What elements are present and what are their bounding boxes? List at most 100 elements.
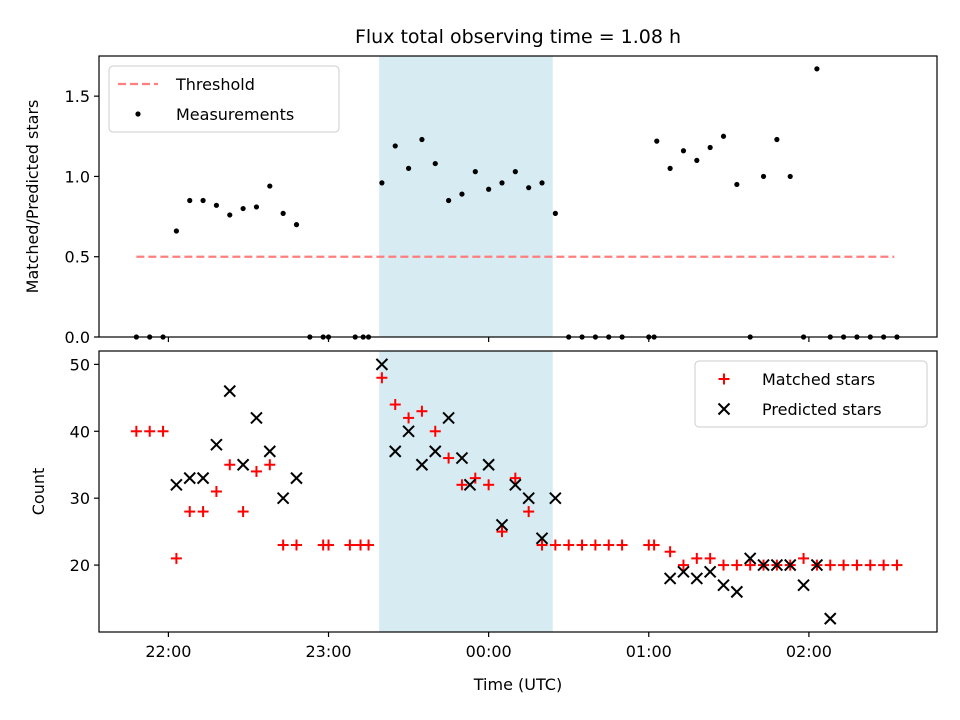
- x-b: [429, 445, 442, 458]
- data-point: [731, 559, 743, 571]
- data-point: [563, 539, 575, 551]
- data-point: [170, 478, 183, 492]
- data-point: [280, 210, 286, 216]
- x-b: [535, 532, 549, 545]
- data-point: [784, 558, 797, 572]
- x-b: [290, 471, 303, 485]
- y-axis-label: Matched/Predicted stars: [23, 100, 42, 294]
- data-point: [405, 165, 412, 171]
- data-point: [677, 559, 689, 571]
- data-point: [787, 173, 793, 180]
- data-point: [703, 565, 717, 578]
- y-axis-label: Count: [29, 468, 48, 516]
- data-point: [760, 173, 767, 180]
- legend-box: [694, 360, 928, 428]
- legend-label: Measurements: [176, 105, 294, 124]
- data-point: [814, 66, 820, 72]
- y-tick-label: 1.0: [65, 167, 90, 186]
- data-point: [463, 478, 477, 492]
- x-b: [757, 558, 770, 572]
- data-point: [200, 197, 206, 204]
- x-b: [690, 572, 704, 585]
- data-point: [495, 518, 509, 532]
- x-b: [810, 558, 824, 572]
- data-point: [589, 539, 601, 551]
- x-b: [743, 552, 757, 565]
- data-point: [173, 228, 179, 234]
- data-point: [183, 471, 196, 485]
- x-b: [730, 585, 744, 599]
- data-point: [549, 539, 561, 551]
- data-point: [459, 191, 465, 197]
- x-b: [223, 384, 236, 398]
- x-tick-label: 22:00: [145, 642, 191, 661]
- x-b: [415, 458, 429, 471]
- data-point: [512, 169, 518, 175]
- data-point: [223, 384, 236, 398]
- data-point: [469, 472, 481, 484]
- data-point: [523, 506, 535, 518]
- data-point: [616, 539, 628, 551]
- x-b: [276, 491, 290, 505]
- data-point: [446, 197, 452, 204]
- data-point: [267, 183, 273, 189]
- x-b: [482, 458, 495, 471]
- data-point: [535, 532, 549, 545]
- x-b: [509, 478, 522, 492]
- data-point: [667, 165, 673, 171]
- data-point: [416, 405, 428, 417]
- data-point: [389, 399, 401, 411]
- data-point: [144, 425, 156, 437]
- data-point: [770, 558, 784, 572]
- data-point: [443, 452, 455, 464]
- data-point: [757, 558, 770, 572]
- legend: Matched stars Predicted stars: [694, 360, 928, 428]
- data-point: [472, 169, 478, 175]
- x-tick-label: 23:00: [305, 642, 351, 661]
- data-point: [483, 479, 495, 491]
- data-point: [482, 458, 495, 471]
- data-point: [496, 526, 508, 538]
- data-point: [690, 572, 704, 585]
- data-point: [717, 578, 730, 592]
- data-point: [392, 143, 398, 149]
- data-point: [743, 552, 757, 565]
- x-b: [717, 402, 731, 416]
- y-tick-label: 40: [70, 422, 90, 441]
- x-b: [210, 438, 223, 451]
- x-tick-label: 01:00: [626, 642, 672, 661]
- x-b: [463, 478, 477, 492]
- y-tick-label: 30: [70, 489, 90, 508]
- data-point: [213, 202, 220, 208]
- data-point: [442, 411, 455, 425]
- data-point: [664, 546, 676, 558]
- data-point: [576, 539, 588, 551]
- data-point: [253, 204, 260, 210]
- data-point: [210, 438, 223, 451]
- legend-label: Predicted stars: [762, 400, 882, 419]
- data-point: [376, 372, 388, 384]
- data-point: [456, 479, 468, 491]
- x-b: [402, 425, 415, 438]
- legend-marker: [717, 402, 731, 416]
- data-point: [375, 358, 389, 371]
- data-point: [363, 539, 375, 551]
- data-point: [851, 559, 863, 571]
- data-point: [663, 572, 677, 585]
- bottom-panel: 22:00 23:00 00:00 01:00 02:00 20 30 40 50 Count Ma…: [29, 350, 938, 661]
- data-point: [539, 180, 545, 186]
- data-point: [798, 552, 810, 564]
- data-point: [419, 136, 425, 143]
- x-tick-label: 00:00: [466, 642, 512, 661]
- x-b: [196, 471, 210, 485]
- x-b: [250, 411, 263, 425]
- data-point: [157, 425, 169, 437]
- data-point: [293, 222, 300, 228]
- data-point: [236, 458, 250, 471]
- data-point: [499, 180, 505, 186]
- data-point: [277, 539, 289, 551]
- legend-marker: [718, 373, 730, 385]
- x-b: [522, 491, 535, 505]
- data-point: [720, 133, 727, 139]
- legend-box: [108, 65, 340, 133]
